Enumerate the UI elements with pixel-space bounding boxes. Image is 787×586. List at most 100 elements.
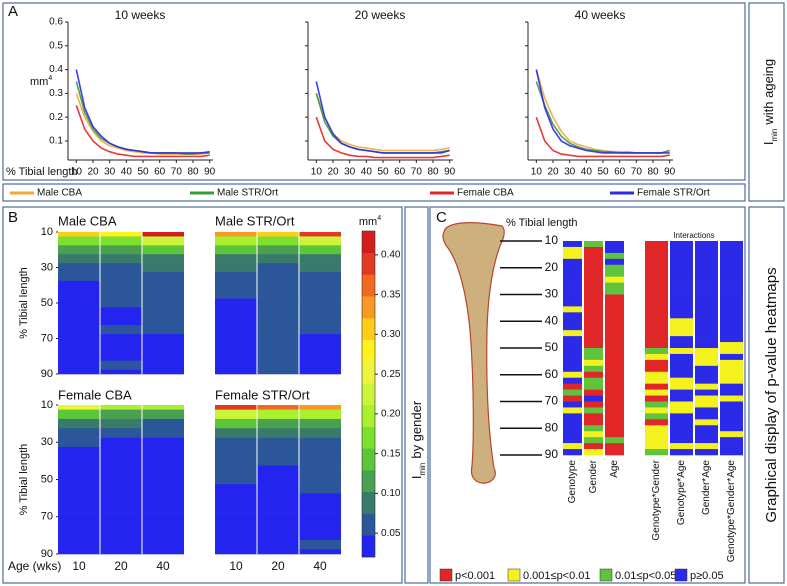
heatmap-cell <box>257 298 299 308</box>
colorbar-swatch <box>362 317 375 340</box>
pvalue-cell <box>670 300 693 307</box>
pvalue-cell <box>584 276 603 283</box>
heatmap-cell <box>142 325 184 335</box>
pvalue-cell <box>563 359 582 367</box>
series-line <box>315 93 450 154</box>
heatmap-title: Female CBA <box>58 387 132 402</box>
heatmap-cell <box>299 254 341 264</box>
pvalue-cell <box>563 324 582 331</box>
heatmap-cell <box>100 465 142 476</box>
heatmap-cell <box>58 263 100 273</box>
legend-swatch <box>674 568 688 582</box>
pvalue-cell <box>563 413 582 420</box>
pvalue-cell <box>605 241 624 248</box>
heatmap-cell <box>299 307 341 317</box>
heatmap-cell <box>58 307 100 317</box>
heatmap-cell <box>142 369 184 375</box>
pvalue-cell <box>670 401 693 408</box>
pvalue-cell <box>563 377 582 384</box>
heatmap-cell <box>142 474 184 485</box>
heatmap-cell <box>58 280 100 290</box>
heatmap-cell <box>299 405 341 410</box>
heatmap-cell <box>142 289 184 299</box>
legend-label: Male STR/Ort <box>217 188 278 199</box>
colorbar-swatch <box>362 404 375 427</box>
heatmap-cell <box>299 334 341 344</box>
heatmap-cell <box>257 540 299 550</box>
pvalue-cell <box>584 449 603 456</box>
pvalue-cell <box>605 353 624 361</box>
heatmap-cell <box>215 334 257 344</box>
heatmap-cell <box>142 428 184 438</box>
heatmap-cell <box>215 351 257 361</box>
heatmap-cell <box>100 474 142 485</box>
pvalue-cell <box>695 258 718 266</box>
series-line <box>75 69 210 154</box>
panel-b-frame <box>2 206 403 584</box>
pvalue-cell <box>584 246 603 254</box>
pvalue-cell <box>720 276 743 283</box>
pvalue-cell <box>584 264 603 272</box>
pvalue-cell <box>670 324 693 331</box>
pvalue-cell <box>584 294 603 301</box>
pvalue-cell <box>720 264 743 272</box>
series-line <box>315 93 450 152</box>
heatmap-cell <box>215 549 257 555</box>
pvalue-cell <box>584 425 603 432</box>
side-c-frame <box>748 206 785 584</box>
heatmap-cell <box>299 530 341 541</box>
colorbar-swatch <box>362 513 375 536</box>
heatmap-cell <box>257 280 299 290</box>
heatmap-cell <box>257 437 299 448</box>
pvalue-cell <box>645 288 668 295</box>
pvalue-cell <box>645 348 668 355</box>
tick-label: 90 <box>545 447 559 461</box>
pvalue-cell <box>563 419 582 426</box>
pvalue-cell <box>584 300 603 307</box>
symbol: I <box>409 476 424 480</box>
heatmap-cell <box>142 334 184 344</box>
heatmap-cell <box>142 446 184 457</box>
pvalue-cell <box>695 241 718 248</box>
pvalue-cell <box>695 395 718 402</box>
pvalue-cell <box>584 336 603 343</box>
pvalue-cell <box>605 294 624 301</box>
heatmap-cell <box>142 280 184 290</box>
pvalue-cell <box>720 258 743 266</box>
pvalue-cell <box>584 383 603 390</box>
pvalue-cell <box>584 431 603 438</box>
pvalue-cell <box>695 377 718 384</box>
pvalue-cell <box>645 264 668 272</box>
pvalue-cell <box>584 241 603 248</box>
heatmap-cell <box>58 360 100 370</box>
pvalue-cell <box>695 419 718 426</box>
heatmap-cell <box>58 493 100 504</box>
heatmap-cell <box>215 456 257 466</box>
heatmap-cell <box>100 530 142 541</box>
x-tick-label: 70 <box>171 167 183 178</box>
heatmap-cell <box>215 405 257 410</box>
heatmap-cell <box>100 289 142 299</box>
pvalue-cell <box>605 348 624 355</box>
pvalue-cell <box>584 318 603 325</box>
pvalue-cell <box>670 264 693 272</box>
pvalue-cell <box>670 359 693 367</box>
heatmap-cell <box>299 289 341 299</box>
pvalue-cell <box>695 324 718 331</box>
heatmap-cell <box>257 521 299 532</box>
pvalue-cell <box>645 431 668 438</box>
pvalue-cell <box>605 342 624 349</box>
pvalue-cell <box>720 395 743 402</box>
pvalue-cell <box>645 318 668 325</box>
pvalue-cell <box>670 270 693 277</box>
y-tick-label: 90 <box>41 548 53 560</box>
pvalue-cell <box>605 443 624 450</box>
y-tick-label: 50 <box>41 297 53 309</box>
pvalue-cell <box>584 342 603 349</box>
pvalue-cell <box>720 449 743 456</box>
pvalue-cell <box>695 431 718 438</box>
heatmap-cell <box>215 540 257 550</box>
heatmap-cell <box>299 465 341 476</box>
heatmap-cell <box>299 298 341 308</box>
heatmap-cell <box>58 325 100 335</box>
